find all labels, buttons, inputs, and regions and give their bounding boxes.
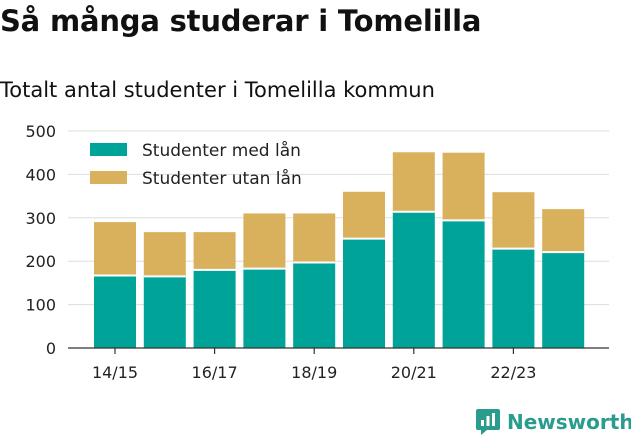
bar-segment: [343, 238, 385, 348]
bar-chart-badge-icon: [476, 409, 500, 435]
bar-segment: [343, 191, 385, 239]
bar-segment: [243, 268, 286, 348]
legend-swatch: [90, 171, 127, 184]
x-tick-label: 18/19: [291, 363, 337, 382]
bar-segment: [442, 220, 485, 348]
bar-segment: [193, 269, 236, 348]
brand-name: Newsworthy: [507, 410, 631, 434]
bar-segment: [492, 192, 535, 249]
x-tick-label: 14/15: [92, 363, 138, 382]
bar-segment: [392, 152, 435, 212]
x-tick-label: 22/23: [490, 363, 536, 382]
chart-title: Så många studerar i Tomelilla: [0, 4, 482, 38]
y-tick-label: 0: [46, 339, 56, 358]
x-tick-label: 20/21: [391, 363, 437, 382]
bar-segment: [94, 275, 136, 348]
y-tick-label: 300: [25, 209, 56, 228]
bar-segment: [542, 209, 585, 253]
y-tick-label: 500: [25, 122, 56, 141]
y-tick-label: 200: [25, 252, 56, 271]
bar-segment: [193, 232, 236, 270]
bar-segment: [542, 252, 585, 348]
bar-segment: [143, 276, 186, 348]
bar-segment: [143, 232, 186, 277]
bar-segment: [94, 222, 136, 276]
legend-swatch: [90, 143, 127, 156]
brand-logo: Newsworthy: [475, 407, 631, 437]
bar-segment: [293, 262, 336, 348]
bar-segment: [392, 211, 435, 348]
x-tick-label: 16/17: [192, 363, 238, 382]
bar-segment: [442, 152, 485, 221]
bar-segment: [293, 213, 336, 263]
chart-subtitle: Totalt antal studenter i Tomelilla kommu…: [0, 78, 435, 102]
legend-label: Studenter utan lån: [142, 168, 302, 189]
legend-label: Studenter med lån: [142, 140, 301, 161]
bar-segment: [243, 213, 286, 269]
bar-segment: [492, 248, 535, 348]
y-tick-label: 100: [25, 296, 56, 315]
y-tick-label: 400: [25, 165, 56, 184]
